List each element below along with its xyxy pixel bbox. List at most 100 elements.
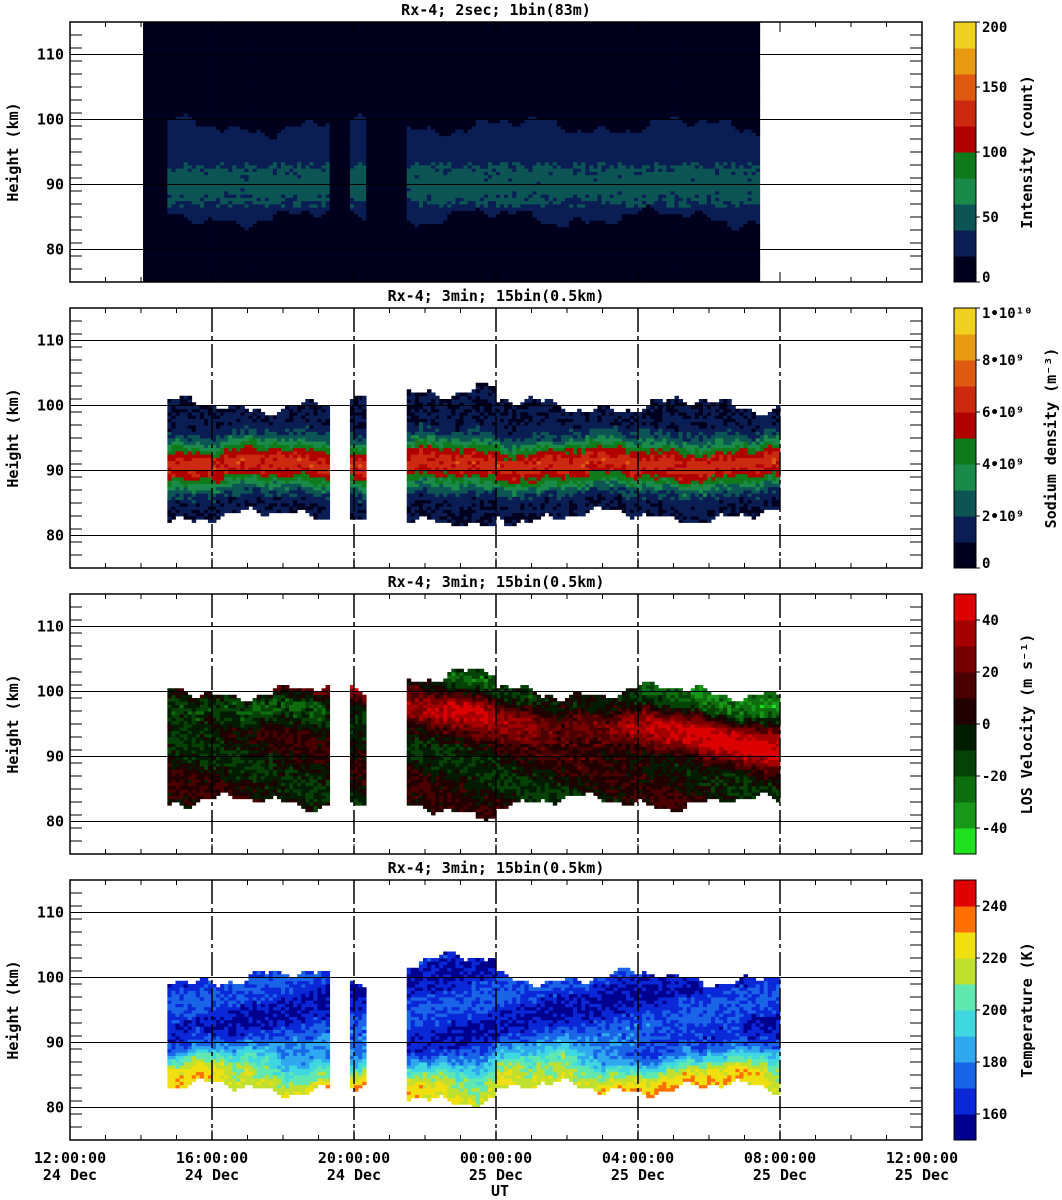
colorbar-1-tick: 50 [982,210,999,226]
panel-1-ytick-90: 90 [46,176,64,194]
colorbar-4-swatch [954,932,976,959]
colorbar-2-label: Sodium density (m⁻³) [1042,348,1060,529]
x-tick-date: 24 Dec [43,1166,97,1184]
colorbar-2-tick: 4•10⁹ [982,457,1024,473]
colorbar-1-tick: 150 [982,80,1007,96]
colorbar-4-tick: 220 [982,951,1007,967]
colorbar-1-swatch [954,230,976,257]
panel-1-data [143,22,761,282]
colorbar-2-swatch [954,412,976,439]
colorbar-4-tick: 200 [982,1003,1007,1019]
colorbar-2-tick: 1•10¹⁰ [982,306,1033,322]
panel-3-frame [69,593,923,855]
colorbar-3-swatch [954,620,976,647]
colorbar-2-frame [953,307,977,569]
colorbar-1-tick: 100 [982,145,1007,161]
x-tick-date: 25 Dec [611,1166,665,1184]
x-tick-time: 00:00:00 [460,1149,532,1167]
panel-1-ytick-80: 80 [46,241,64,259]
colorbar-2-swatch [954,334,976,361]
panel-2-ytick-90: 90 [46,462,64,480]
panel-4-ytick-100: 100 [37,969,64,987]
x-tick-date: 24 Dec [327,1166,381,1184]
colorbar-1-tick: 200 [982,20,1007,36]
panel-4-ytick-110: 110 [37,904,64,922]
panel-3-ytick-100: 100 [37,683,64,701]
colorbar-4-swatch [954,1088,976,1115]
x-tick-date: 24 Dec [185,1166,239,1184]
x-tick-time: 20:00:00 [318,1149,390,1167]
x-axis-label: UT [491,1182,509,1200]
colorbar-3-swatch [954,802,976,829]
panel-1-ylabel: Height (km) [4,102,22,201]
colorbar-1-swatch [954,74,976,101]
colorbar-4-tick: 160 [982,1107,1007,1123]
colorbar-3-tick: -20 [982,769,1007,785]
colorbar-4-swatch [954,958,976,985]
colorbar-2-swatch [954,490,976,517]
colorbar-4-swatch [954,1010,976,1037]
colorbar-3-tick: 20 [982,665,999,681]
colorbar-2-swatch [954,438,976,465]
panel-3-ytick-80: 80 [46,813,64,831]
colorbar-2-swatch [954,464,976,491]
colorbar-1-swatch [954,178,976,205]
colorbar-4-swatch [954,1114,976,1141]
colorbar-2-swatch [954,386,976,413]
colorbar-2-tick: 2•10⁹ [982,509,1024,525]
colorbar-1-swatch [954,126,976,153]
x-tick-date: 25 Dec [469,1166,523,1184]
panel-3-ytick-90: 90 [46,748,64,766]
colorbar-2-tick: 0 [982,556,990,572]
panel-1-ytick-100: 100 [37,111,64,129]
colorbar-4-tick: 240 [982,899,1007,915]
colorbar-4-label: Temperature (K) [1018,942,1036,1077]
panel-2-ytick-110: 110 [37,332,64,350]
colorbar-3-tick: 0 [982,717,990,733]
panel-1-title: Rx-4; 2sec; 1bin(83m) [401,1,591,19]
colorbar-4-swatch [954,906,976,933]
colorbar-4-tick: 180 [982,1055,1007,1071]
colorbar-3-swatch [954,698,976,725]
panel-4-data [167,951,781,1108]
colorbar-1-swatch [954,22,976,49]
x-tick-time: 16:00:00 [176,1149,248,1167]
x-tick-time: 08:00:00 [744,1149,816,1167]
colorbar-1-swatch [954,100,976,127]
colorbar-1-tick: 0 [982,270,990,286]
colorbar-3-swatch [954,724,976,751]
panel-3-ytick-110: 110 [37,618,64,636]
colorbar-3-swatch [954,672,976,699]
panel-4-title: Rx-4; 3min; 15bin(0.5km) [388,859,605,877]
colorbar-2-tick: 6•10⁹ [982,405,1024,421]
colorbar-2-tick: 8•10⁹ [982,353,1024,369]
colorbar-4-swatch [954,1062,976,1089]
colorbar-3-tick: -40 [982,821,1007,837]
colorbar-2-swatch [954,360,976,387]
panel-4-ytick-80: 80 [46,1099,64,1117]
colorbar-3-tick: 40 [982,613,999,629]
colorbar-1-swatch [954,152,976,179]
colorbar-4-swatch [954,1036,976,1063]
colorbar-3-swatch [954,594,976,621]
panel-2-frame [69,307,923,569]
panel-2-ytick-100: 100 [37,397,64,415]
panel-2-ylabel: Height (km) [4,388,22,487]
colorbar-3-swatch [954,750,976,777]
x-tick-time: 12:00:00 [34,1149,106,1167]
x-tick-date: 25 Dec [895,1166,949,1184]
colorbar-3-swatch [954,646,976,673]
colorbar-1-swatch [954,256,976,283]
colorbar-1-label: Intensity (count) [1018,75,1036,229]
colorbar-2-swatch [954,516,976,543]
panel-3-title: Rx-4; 3min; 15bin(0.5km) [388,573,605,591]
colorbar-3-label: LOS Velocity (m s⁻¹) [1018,634,1036,815]
panel-4-ytick-90: 90 [46,1034,64,1052]
colorbar-2-swatch [954,542,976,569]
panel-4-frame [69,879,923,1141]
panel-1-ytick-110: 110 [37,46,64,64]
x-tick-time: 04:00:00 [602,1149,674,1167]
colorbar-4-swatch [954,984,976,1011]
panel-1-frame [69,21,923,283]
